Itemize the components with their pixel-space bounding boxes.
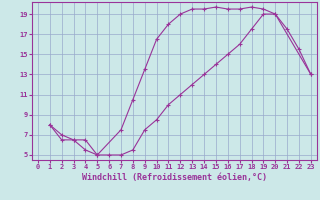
X-axis label: Windchill (Refroidissement éolien,°C): Windchill (Refroidissement éolien,°C) <box>82 173 267 182</box>
